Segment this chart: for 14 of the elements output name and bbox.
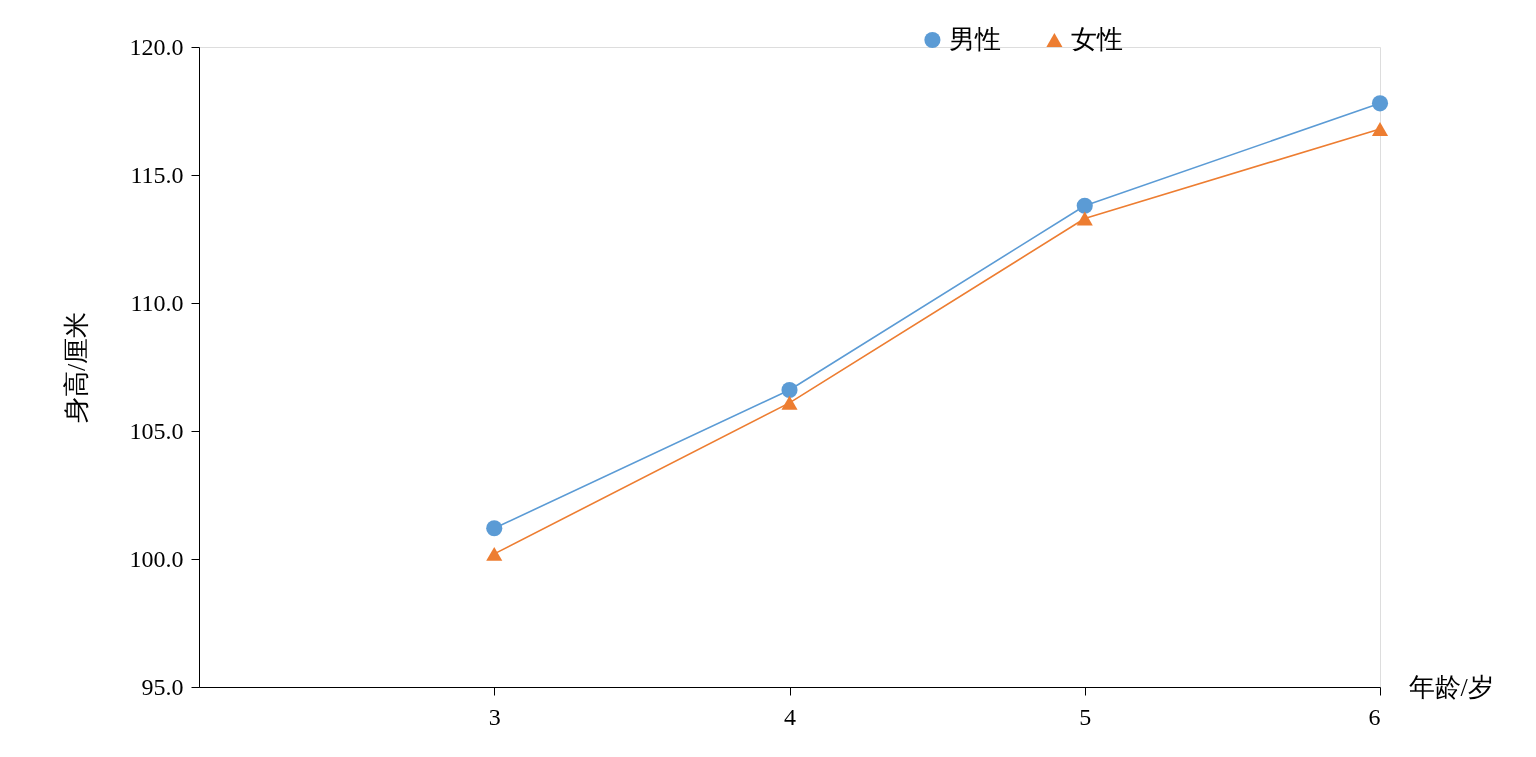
legend-label: 女性 (1071, 25, 1124, 54)
y-tick-label: 100.0 (129, 545, 184, 572)
y-tick-label: 120.0 (129, 33, 184, 60)
x-tick-label: 6 (1368, 703, 1381, 730)
x-axis-title: 年龄/岁 (1408, 672, 1494, 702)
y-tick-label: 105.0 (129, 417, 184, 444)
legend-label: 男性 (949, 25, 1002, 54)
x-tick-label: 3 (488, 703, 501, 730)
x-tick-label: 5 (1079, 703, 1092, 730)
y-tick-label: 95.0 (141, 673, 184, 700)
y-tick-label: 110.0 (130, 289, 184, 316)
y-axis-title: 身高/厘米 (61, 311, 91, 424)
x-tick-label: 4 (784, 703, 796, 730)
y-tick-label: 115.0 (130, 161, 184, 188)
